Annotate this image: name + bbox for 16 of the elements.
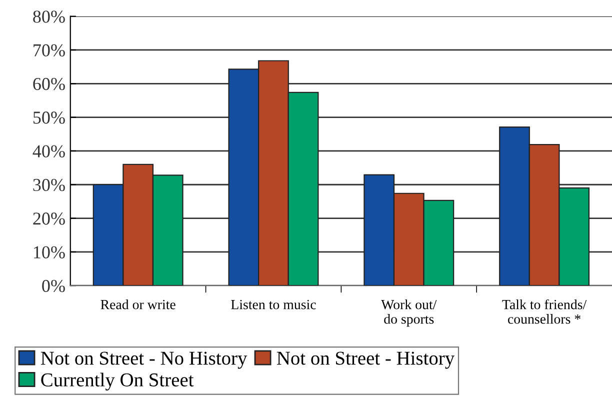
y-tick-label: 50% [33, 112, 65, 124]
legend-label: Currently On Street [41, 372, 194, 390]
y-tick-label: 0% [42, 280, 65, 292]
y-tick-label: 10% [34, 246, 65, 258]
x-tick-label: Work out/ do sports [381, 299, 437, 327]
y-tick-label: 20% [33, 212, 65, 225]
y-tick-label: 40% [32, 145, 65, 158]
y-tick-label: 60% [33, 78, 65, 90]
x-tick-label: Read or write [100, 299, 176, 310]
y-tick-label: 80% [33, 10, 65, 23]
legend-label: Not on Street - History [276, 352, 455, 369]
y-tick-label: 30% [33, 178, 65, 192]
y-tick-label: 70% [34, 44, 65, 56]
legend-label: Not on Street - No History [40, 352, 248, 369]
x-tick-label: Listen to music [231, 300, 316, 310]
x-tick-label: Talk to friends/ counsellors * [502, 299, 587, 324]
